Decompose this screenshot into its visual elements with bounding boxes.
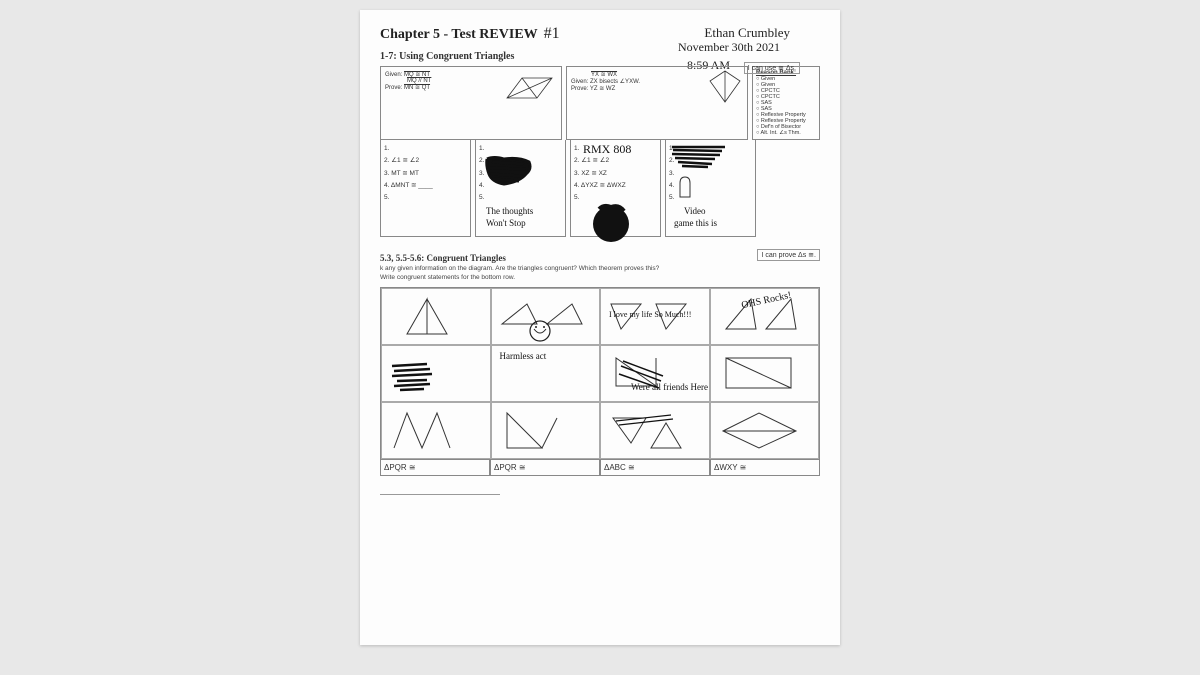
tri-cell-2 [491, 288, 601, 345]
proof-steps-row: 1. 2. ∠1 ≅ ∠2 3. MT ≅ MT 4. ΔMNT ≅ ____ … [380, 140, 820, 237]
tri-cell-9 [381, 402, 491, 459]
worksheet-paper: Chapter 5 - Test REVIEW #1 Ethan Crumble… [360, 10, 840, 645]
student-name: Ethan Crumbley [704, 25, 790, 41]
chapter-title: Chapter 5 - Test REVIEW [380, 27, 538, 42]
tri-cell-7 [600, 345, 710, 402]
reason-item: ○ Alt. Int. ∠s Thm. [756, 130, 816, 136]
triangle-grid: I love my life So Much!!! OHS Rocks! Har… [380, 287, 820, 460]
proof-given-row: Given: MQ ≅ NT MQ // NT Prove: MN ≅ QT Y… [380, 66, 820, 140]
kite-diagram [708, 69, 743, 104]
tri-cell-3: I love my life So Much!!! [600, 288, 710, 345]
step: 5. [384, 192, 467, 204]
steps-col-c: 1. RMX 808 2. ∠1 ≅ ∠2 3. XZ ≅ XZ 4. ΔYXZ… [570, 140, 661, 237]
step: 2. ∠1 ≅ ∠2 [384, 155, 467, 167]
tri-cell-4: OHS Rocks! [710, 288, 820, 345]
tri-cell-8 [710, 345, 820, 402]
scribble-black-2 [670, 142, 730, 172]
congruent-statement-row: ΔPQR ≅ ΔPQR ≅ ΔABC ≅ ΔWXY ≅ [380, 460, 820, 476]
date-written: November 30th 2021 [678, 40, 780, 55]
instruction-2: Write congruent statements for the botto… [380, 274, 820, 281]
bullet-drawing [676, 175, 694, 200]
congruent-4: ΔWXY ≅ [710, 460, 820, 476]
step: 3. XZ ≅ XZ [574, 168, 657, 180]
step: 1. [384, 143, 467, 155]
step: 3. MT ≅ MT [384, 168, 467, 180]
scribble-black-1 [484, 154, 534, 189]
step: 4. ΔYXZ ≅ ΔWXZ [574, 180, 657, 192]
proof-box-a: Given: MQ ≅ NT MQ // NT Prove: MN ≅ QT [380, 66, 562, 140]
given-label: Given: [385, 72, 402, 78]
tri-cell-6: Harmless act [491, 345, 601, 402]
prove-1: MN ≅ QT [404, 85, 430, 91]
handwritten-rmx: RMX 808 [583, 138, 631, 161]
tri-cell-5 [381, 345, 491, 402]
congruent-2: ΔPQR ≅ [490, 460, 600, 476]
steps-col-a: 1. 2. ∠1 ≅ ∠2 3. MT ≅ MT 4. ΔMNT ≅ ____ … [380, 140, 471, 237]
scribble-figure [589, 199, 634, 244]
handwritten-love-life: I love my life So Much!!! [609, 311, 691, 320]
tri-cell-1 [381, 288, 491, 345]
congruent-1: ΔPQR ≅ [380, 460, 490, 476]
title-number-handwritten: #1 [544, 25, 560, 42]
objective-badge-2: I can prove Δs ≅. [757, 249, 820, 261]
tri-cell-12 [710, 402, 820, 459]
proof-box-b: YX ≅ WX Given: ZX bisects ∠YXW. Prove: Y… [566, 66, 748, 140]
handwritten-harmless: Harmless act [500, 352, 547, 362]
step: 4. ΔMNT ≅ ____ [384, 180, 467, 192]
triangle-diagram-a [502, 73, 557, 103]
handwritten-wont-stop: Won't Stop [486, 215, 526, 232]
handwritten-friends: Were all friends Here [631, 383, 708, 392]
tri-cell-11: Were all friends Here [600, 402, 710, 459]
steps-col-b: 1. 2. 3. 4. 5. The thoughts Won't Stop [475, 140, 566, 237]
prove-label: Prove: [385, 85, 402, 91]
section-2-title: 5.3, 5.5-5.6: Congruent Triangles [380, 253, 506, 263]
footer-line [380, 494, 500, 495]
instruction-1: k any given information on the diagram. … [380, 265, 820, 272]
steps-col-d: 1. 2. 3. 4. 5. Video game this is [665, 140, 756, 237]
handwritten-game: game this is [674, 215, 717, 232]
congruent-3: ΔABC ≅ [600, 460, 710, 476]
objective-badge-1: I can use ≅ Δs. [744, 62, 800, 74]
reason-bank: Reason Bank: ○ Given ○ Given ○ CPCTC ○ C… [752, 66, 820, 140]
tri-cell-10 [491, 402, 601, 459]
